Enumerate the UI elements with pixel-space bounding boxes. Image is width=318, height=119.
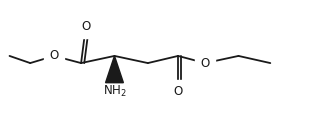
Text: O: O (81, 20, 91, 33)
Text: NH$_2$: NH$_2$ (103, 84, 126, 99)
Text: O: O (173, 85, 183, 98)
Text: O: O (49, 49, 59, 62)
Polygon shape (106, 56, 123, 83)
Text: O: O (200, 57, 210, 70)
